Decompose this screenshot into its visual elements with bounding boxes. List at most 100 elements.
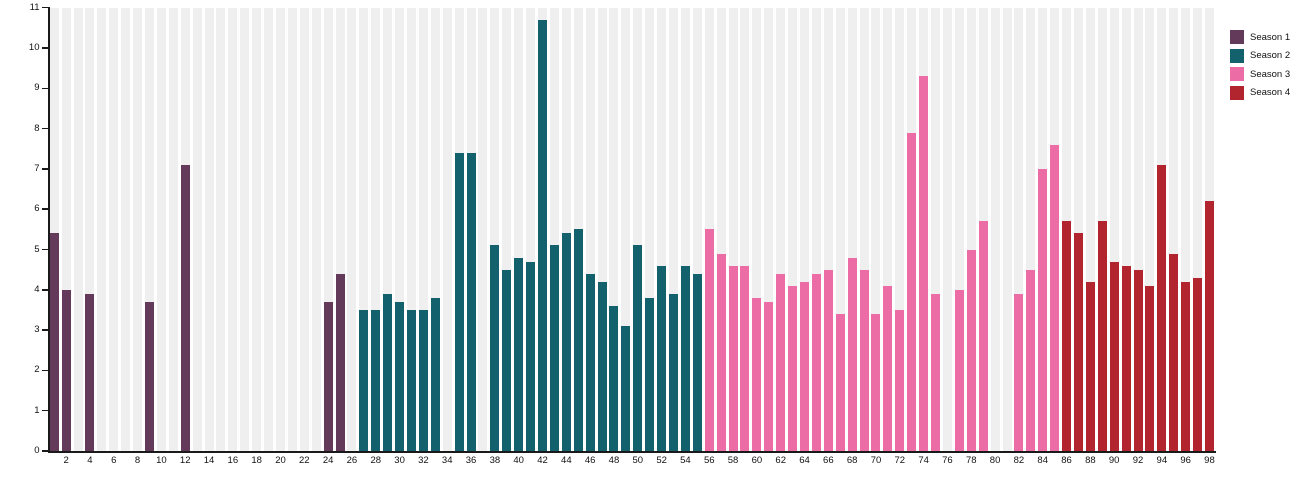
bar-episode-70 [871,313,881,451]
background-stripe [1073,7,1083,451]
bar-episode-58 [728,265,738,451]
x-axis-label-90: 90 [1108,455,1120,466]
background-stripe [216,7,226,451]
bar-episode-47 [597,281,607,451]
background-stripe [823,7,833,451]
bar-episode-36 [466,152,476,451]
background-stripe [299,7,309,451]
x-axis-label-2: 2 [63,455,69,466]
bar-episode-92 [1133,269,1143,451]
x-axis-label-72: 72 [894,455,906,466]
bar-episode-9 [144,301,154,451]
background-stripe [204,7,214,451]
bar-episode-38 [490,245,500,451]
legend-label-season-1: Season 1 [1250,31,1291,43]
bar-episode-64 [800,281,810,451]
bar-episode-57 [716,253,726,451]
bar-episode-31 [407,309,416,451]
background-stripe [442,7,452,451]
x-axis-label-66: 66 [823,455,834,466]
background-stripe [526,7,536,451]
x-axis-label-30: 30 [394,455,405,466]
bar-episode-83 [1026,269,1036,451]
background-stripe [311,7,321,451]
legend-label-season-4: Season 4 [1250,87,1291,98]
bar-episode-78 [966,249,976,451]
background-stripe [573,7,583,451]
bar-episode-29 [383,293,393,451]
bar-episode-51 [645,297,655,451]
bar-episode-63 [788,285,798,451]
background-stripe [144,7,154,451]
x-axis-line [48,451,1216,453]
background-stripe [395,7,405,451]
bar-episode-60 [752,297,762,451]
bar-episode-32 [418,309,428,451]
x-axis-label-84: 84 [1037,455,1048,466]
x-axis-label-44: 44 [561,455,572,466]
bar-episode-79 [978,221,988,451]
bar-episode-59 [740,265,750,451]
bar-episode-84 [1038,168,1048,451]
background-stripe [287,7,297,451]
x-axis-label-68: 68 [846,455,858,466]
x-axis-label-14: 14 [203,455,215,466]
background-stripe [657,7,667,451]
x-axis-label-28: 28 [370,455,382,466]
background-stripe [752,7,762,451]
x-axis-label-12: 12 [179,455,191,466]
bar-episode-1 [49,233,59,451]
bar-episode-55 [692,273,702,451]
legend-swatch-season-3 [1230,67,1244,81]
legend-item-season-3: Season 3 [1230,67,1290,81]
x-axis-label-56: 56 [703,455,715,466]
background-stripe [942,7,952,451]
bar-episode-96 [1181,281,1191,451]
background-stripe [1121,7,1131,451]
bar-episode-56 [704,229,714,451]
y-axis-label-9: 9 [34,82,40,94]
bar-episode-24 [323,301,333,451]
bar-episode-54 [680,265,690,451]
background-stripe [490,7,500,451]
bar-episode-53 [669,293,679,451]
background-stripe [371,7,381,451]
y-axis-tick-4 [42,289,48,291]
x-axis-label-88: 88 [1085,455,1096,466]
background-stripe [728,7,738,451]
x-axis-label-8: 8 [134,455,141,466]
background-stripe [1193,7,1203,451]
bar-episode-74 [919,76,929,451]
x-axis-label-78: 78 [965,455,977,466]
legend-swatch-season-4 [1230,85,1244,100]
legend-swatch-season-1 [1230,30,1244,44]
background-stripe [359,7,369,451]
background-stripe [228,7,238,451]
background-stripe [776,7,786,451]
x-axis-label-52: 52 [656,455,667,466]
background-stripe [133,7,143,451]
bar-episode-30 [395,301,405,451]
background-stripe [931,7,941,451]
bar-episode-97 [1193,277,1203,451]
x-axis-label-54: 54 [680,455,691,466]
y-axis-tick-10 [42,47,48,49]
bar-episode-72 [895,309,905,451]
bar-episode-33 [430,297,440,451]
background-stripe [502,7,512,451]
x-axis-label-86: 86 [1061,455,1072,466]
background-stripe [835,7,845,451]
background-stripe [1169,7,1179,451]
background-stripe [73,7,83,451]
background-stripe [561,7,571,451]
bar-episode-62 [776,273,786,451]
background-stripe [192,7,202,451]
bar-episode-52 [657,265,667,451]
x-axis-label-20: 20 [275,455,286,466]
x-axis-label-38: 38 [489,455,501,466]
background-stripe [1133,7,1143,451]
bar-episode-44 [561,233,571,451]
background-stripe [740,7,750,451]
background-stripe [609,7,619,451]
y-axis-label-3: 3 [34,324,40,336]
